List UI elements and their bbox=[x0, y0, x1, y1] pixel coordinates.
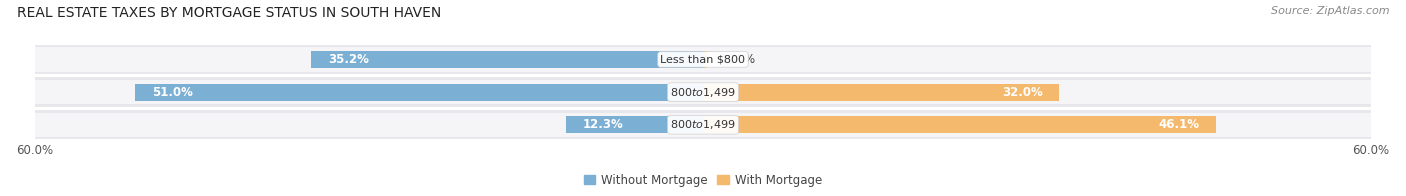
Text: 46.1%: 46.1% bbox=[1159, 118, 1199, 131]
Text: 0.36%: 0.36% bbox=[718, 53, 755, 66]
Bar bbox=[35, 47, 1371, 72]
Bar bbox=[35, 77, 1371, 107]
Bar bbox=[703, 116, 1216, 133]
Text: 12.3%: 12.3% bbox=[582, 118, 623, 131]
Legend: Without Mortgage, With Mortgage: Without Mortgage, With Mortgage bbox=[581, 171, 825, 189]
Bar bbox=[35, 45, 1371, 74]
Bar bbox=[311, 51, 703, 68]
Text: Less than $800: Less than $800 bbox=[661, 54, 745, 64]
Text: $800 to $1,499: $800 to $1,499 bbox=[671, 118, 735, 131]
Text: Source: ZipAtlas.com: Source: ZipAtlas.com bbox=[1271, 6, 1389, 16]
Text: REAL ESTATE TAXES BY MORTGAGE STATUS IN SOUTH HAVEN: REAL ESTATE TAXES BY MORTGAGE STATUS IN … bbox=[17, 6, 441, 20]
Bar bbox=[35, 80, 1371, 104]
Text: 35.2%: 35.2% bbox=[328, 53, 368, 66]
Text: $800 to $1,499: $800 to $1,499 bbox=[671, 86, 735, 99]
Bar bbox=[35, 113, 1371, 137]
Bar bbox=[567, 116, 703, 133]
Bar bbox=[35, 110, 1371, 140]
Text: 32.0%: 32.0% bbox=[1001, 86, 1042, 99]
Text: 51.0%: 51.0% bbox=[152, 86, 193, 99]
Bar bbox=[703, 51, 707, 68]
Bar bbox=[703, 84, 1059, 101]
Bar bbox=[135, 84, 703, 101]
